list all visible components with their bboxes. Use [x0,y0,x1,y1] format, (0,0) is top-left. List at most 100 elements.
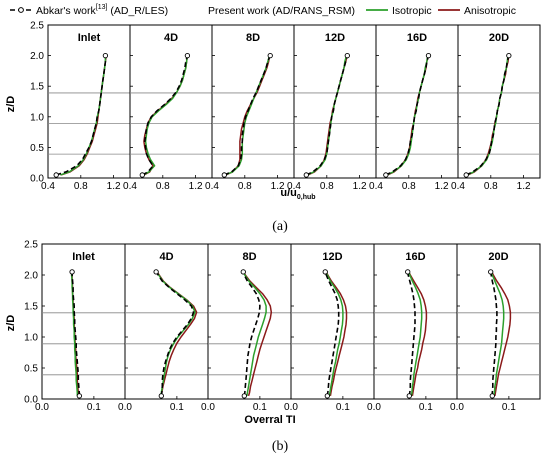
series-isotropic [242,271,267,397]
ref-marker [324,393,330,399]
x-tick-label: 0.1 [419,402,433,413]
series-abkar [465,55,510,176]
panel-b-2: 4D 0.0 0.1 [118,243,209,413]
series-anisotropic [408,271,428,397]
x-tick-label: 0.1 [502,402,516,413]
series-abkar [155,271,195,397]
x-tick-label: 0.8 [402,181,416,192]
x-tick-label: 1.2 [353,181,367,192]
series-isotropic [408,271,423,397]
y-tick-label: 2.5 [24,240,38,251]
panel-a-6: 20D 0.4 0.8 1.2 [451,24,541,192]
series-abkar [406,271,416,397]
x-tick-label: 0.0 [201,402,215,413]
panel-title: 8D [246,32,260,44]
y-tick-label: 2.5 [30,21,44,32]
x-tick-label: 1.2 [517,181,531,192]
y-tick-label: 0.0 [30,174,44,185]
panel-title: Inlet [72,251,95,263]
legend-aniso-label: Anisotropic [464,5,516,17]
series-anisotropic [243,271,273,397]
x-tick-label: 0.0 [450,402,464,413]
ref-marker [406,393,412,399]
panel-b-3: 8D 0.0 0.1 [201,243,292,413]
legend-ref-label: Abkar's work[13] (AD_R/LES) [36,4,168,17]
x-tick-label: 1.2 [271,181,285,192]
x-tick-label: 0.0 [367,402,381,413]
series-isotropic [325,271,344,397]
panel-title: 4D [159,251,173,263]
x-tick-label: 0.1 [87,402,101,413]
panel-b-5: 16D 0.0 0.1 [367,243,458,413]
ref-marker [153,269,159,275]
x-tick-label: 0.8 [156,181,170,192]
series-anisotropic [491,271,512,397]
panel-frame [129,24,213,179]
panel-a-2: 4D 0.4 0.8 1.2 [123,24,213,192]
ref-marker [53,172,59,178]
figure-a: z/D u/u0,hub (a) Inlet 0.4 0.8 1.2 0.0 0.5 1.0… [5,21,541,234]
ref-marker [322,269,328,275]
panel-frame [457,24,541,179]
ref-marker [102,52,109,59]
x-tick-label: 1.2 [435,181,449,192]
series-abkar [324,271,340,397]
x-tick-label: 0.0 [118,402,132,413]
x-tick-label: 0.8 [238,181,252,192]
legend: Abkar's work[13] (AD_R/LES) Present work… [10,4,516,17]
y-tick-label: 1.0 [30,112,44,123]
panel-title: 16D [407,32,427,44]
panel-title: 12D [322,251,342,263]
y-tick-label: 2.0 [30,51,44,62]
ref-marker [425,52,432,59]
x-tick-label: 0.4 [451,181,465,192]
x-tick-label: 1.2 [107,181,121,192]
x-tick-label: 0.8 [320,181,334,192]
panel-a-3: 8D 0.4 0.8 1.2 [205,24,295,192]
figure-b-xlabel: Overral TI [244,414,295,426]
series-isotropic [490,271,505,397]
ref-marker [463,172,469,178]
x-tick-label: 0.4 [369,181,383,192]
series-abkar [223,55,271,176]
y-tick-label: 2.0 [24,271,38,282]
figure-b: z/D Overral TI (b) Inlet 0.0 0.1 0.0 0.5 1.0 1… [5,240,541,454]
panel-b-4: 12D 0.0 0.1 [284,243,375,413]
series-abkar [71,271,81,396]
ref-marker [488,269,494,275]
panel-frame [124,243,209,400]
x-tick-label: 0.4 [205,181,219,192]
ref-marker [383,172,389,178]
series-abkar [242,271,261,397]
legend-iso-label: Isotropic [392,5,432,17]
panel-title: 4D [164,32,178,44]
panel-title: Inlet [78,32,101,44]
x-tick-label: 0.1 [170,402,184,413]
x-tick-label: 0.0 [284,402,298,413]
x-tick-label: 0.8 [484,181,498,192]
figure-b-ylabel: z/D [5,315,17,332]
y-tick-label: 1.0 [24,333,38,344]
panel-b-1: Inlet 0.0 0.1 0.0 0.5 1.0 1.5 2.0 2.5 [24,240,126,413]
panel-title: 16D [405,251,425,263]
ref-marker [240,269,246,275]
ref-marker [158,393,164,399]
figure-b-caption: (b) [272,439,289,454]
x-tick-label: 0.1 [253,402,267,413]
series-abkar [305,55,349,176]
panel-a-1: Inlet 0.4 0.8 1.2 0.0 0.5 1.0 1.5 2.0 2.5 [30,21,131,192]
x-tick-label: 0.1 [336,402,350,413]
ref-marker [76,393,83,399]
series-anisotropic [325,271,348,397]
ref-marker [506,52,512,59]
ref-marker [139,172,145,178]
ref-marker [405,269,411,275]
y-tick-label: 1.5 [30,82,44,93]
panel-b-6: 20D 0.0 0.1 [450,243,541,413]
ref-marker [184,52,191,59]
x-tick-label: 0.4 [287,181,301,192]
series-abkar [489,271,498,396]
legend-present-label: Present work (AD/RANS_RSM) [208,5,355,17]
panel-frame [41,243,126,400]
